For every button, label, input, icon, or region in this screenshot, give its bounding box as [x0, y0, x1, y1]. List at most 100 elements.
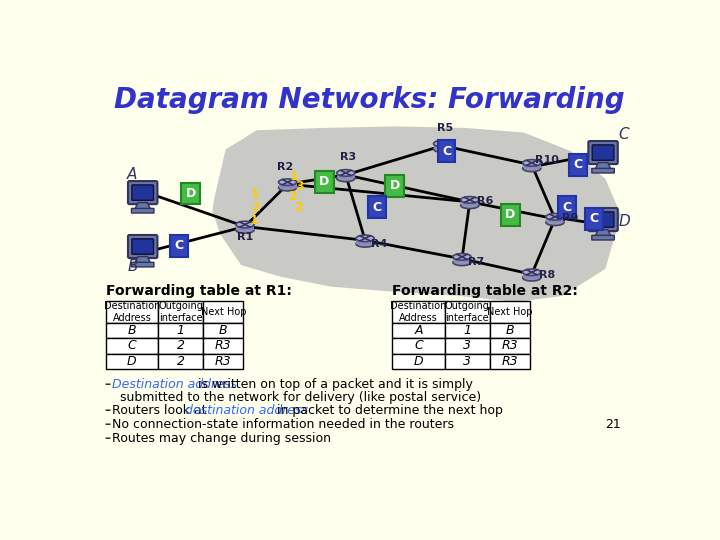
FancyBboxPatch shape [593, 145, 614, 160]
FancyBboxPatch shape [490, 338, 530, 354]
Text: 1: 1 [176, 324, 184, 337]
Text: 2: 2 [289, 190, 297, 202]
Polygon shape [212, 126, 621, 302]
Text: Destination
Address: Destination Address [104, 301, 160, 323]
Text: Next Hop: Next Hop [487, 307, 533, 317]
Text: R8: R8 [539, 270, 555, 280]
Polygon shape [337, 173, 355, 178]
Text: is written on top of a packet and it is simply: is written on top of a packet and it is … [194, 378, 473, 391]
FancyBboxPatch shape [158, 301, 203, 323]
Ellipse shape [356, 235, 374, 241]
Polygon shape [461, 200, 479, 205]
Ellipse shape [433, 146, 451, 152]
Polygon shape [135, 202, 150, 209]
Polygon shape [236, 225, 254, 230]
FancyBboxPatch shape [445, 323, 490, 338]
Text: Outgoing
interface: Outgoing interface [445, 301, 490, 323]
Ellipse shape [279, 184, 297, 191]
Text: R4: R4 [371, 239, 387, 248]
Text: 1: 1 [251, 187, 259, 200]
FancyBboxPatch shape [158, 338, 203, 354]
Text: D: D [127, 355, 137, 368]
Text: 3: 3 [295, 180, 304, 193]
FancyBboxPatch shape [490, 323, 530, 338]
Text: 2: 2 [176, 355, 184, 368]
Text: R7: R7 [468, 257, 484, 267]
Polygon shape [523, 272, 541, 278]
FancyBboxPatch shape [203, 338, 243, 354]
Text: Destination
Address: Destination Address [390, 301, 447, 323]
FancyBboxPatch shape [588, 141, 618, 164]
Text: Datagram Networks: Forwarding: Datagram Networks: Forwarding [114, 86, 624, 114]
Text: Forwarding table at R2:: Forwarding table at R2: [392, 284, 578, 298]
Text: R3: R3 [215, 339, 232, 353]
FancyBboxPatch shape [158, 323, 203, 338]
Text: R9: R9 [562, 213, 579, 223]
FancyBboxPatch shape [588, 208, 618, 231]
FancyBboxPatch shape [392, 354, 445, 369]
Text: C: C [127, 339, 136, 353]
Ellipse shape [523, 160, 541, 166]
FancyBboxPatch shape [392, 338, 445, 354]
Ellipse shape [461, 197, 479, 203]
Text: D: D [505, 208, 516, 221]
Ellipse shape [453, 259, 471, 266]
Text: 3: 3 [464, 339, 472, 353]
Text: D: D [618, 214, 630, 230]
Polygon shape [135, 256, 150, 262]
FancyBboxPatch shape [106, 301, 158, 323]
Polygon shape [595, 230, 611, 236]
FancyBboxPatch shape [132, 185, 153, 200]
Text: R10: R10 [535, 154, 559, 165]
Text: C: C [372, 201, 382, 214]
Ellipse shape [236, 221, 254, 228]
FancyBboxPatch shape [158, 354, 203, 369]
Text: 3: 3 [464, 355, 472, 368]
FancyBboxPatch shape [132, 262, 154, 267]
FancyBboxPatch shape [203, 301, 243, 323]
Text: C: C [574, 158, 582, 171]
Text: Next Hop: Next Hop [201, 307, 246, 317]
FancyBboxPatch shape [106, 323, 158, 338]
Text: D: D [414, 355, 423, 368]
FancyBboxPatch shape [128, 235, 158, 258]
Text: D: D [319, 176, 329, 188]
Text: Routes may change during session: Routes may change during session [112, 432, 330, 445]
Text: 1: 1 [250, 214, 258, 227]
Ellipse shape [523, 269, 541, 275]
Polygon shape [453, 257, 471, 262]
Text: A: A [414, 324, 423, 337]
FancyBboxPatch shape [445, 354, 490, 369]
Text: Destination address: Destination address [112, 378, 237, 391]
Ellipse shape [337, 175, 355, 181]
Ellipse shape [523, 274, 541, 281]
Ellipse shape [546, 219, 564, 226]
Text: B: B [127, 259, 138, 274]
Text: submitted to the network for delivery (like postal service): submitted to the network for delivery (l… [112, 390, 481, 403]
Text: 2: 2 [295, 201, 304, 214]
Polygon shape [523, 163, 541, 168]
FancyBboxPatch shape [593, 212, 614, 227]
FancyBboxPatch shape [106, 338, 158, 354]
Text: Routers look at: Routers look at [112, 404, 210, 417]
Text: Outgoing
interface: Outgoing interface [158, 301, 203, 323]
Text: R3: R3 [502, 339, 518, 353]
Text: R2: R2 [277, 161, 294, 172]
Text: No connection-state information needed in the routers: No connection-state information needed i… [112, 418, 454, 431]
FancyBboxPatch shape [490, 301, 530, 323]
Text: B: B [505, 324, 514, 337]
Polygon shape [356, 238, 374, 244]
Text: C: C [174, 239, 184, 252]
Text: B: B [127, 324, 136, 337]
FancyBboxPatch shape [132, 208, 154, 213]
Text: –: – [104, 432, 110, 445]
Text: D: D [390, 179, 400, 192]
FancyBboxPatch shape [132, 239, 153, 254]
FancyBboxPatch shape [106, 354, 158, 369]
Text: R3: R3 [340, 152, 356, 163]
FancyBboxPatch shape [203, 354, 243, 369]
Text: C: C [589, 212, 598, 225]
Polygon shape [546, 217, 564, 222]
Text: C: C [414, 339, 423, 353]
Ellipse shape [461, 202, 479, 208]
